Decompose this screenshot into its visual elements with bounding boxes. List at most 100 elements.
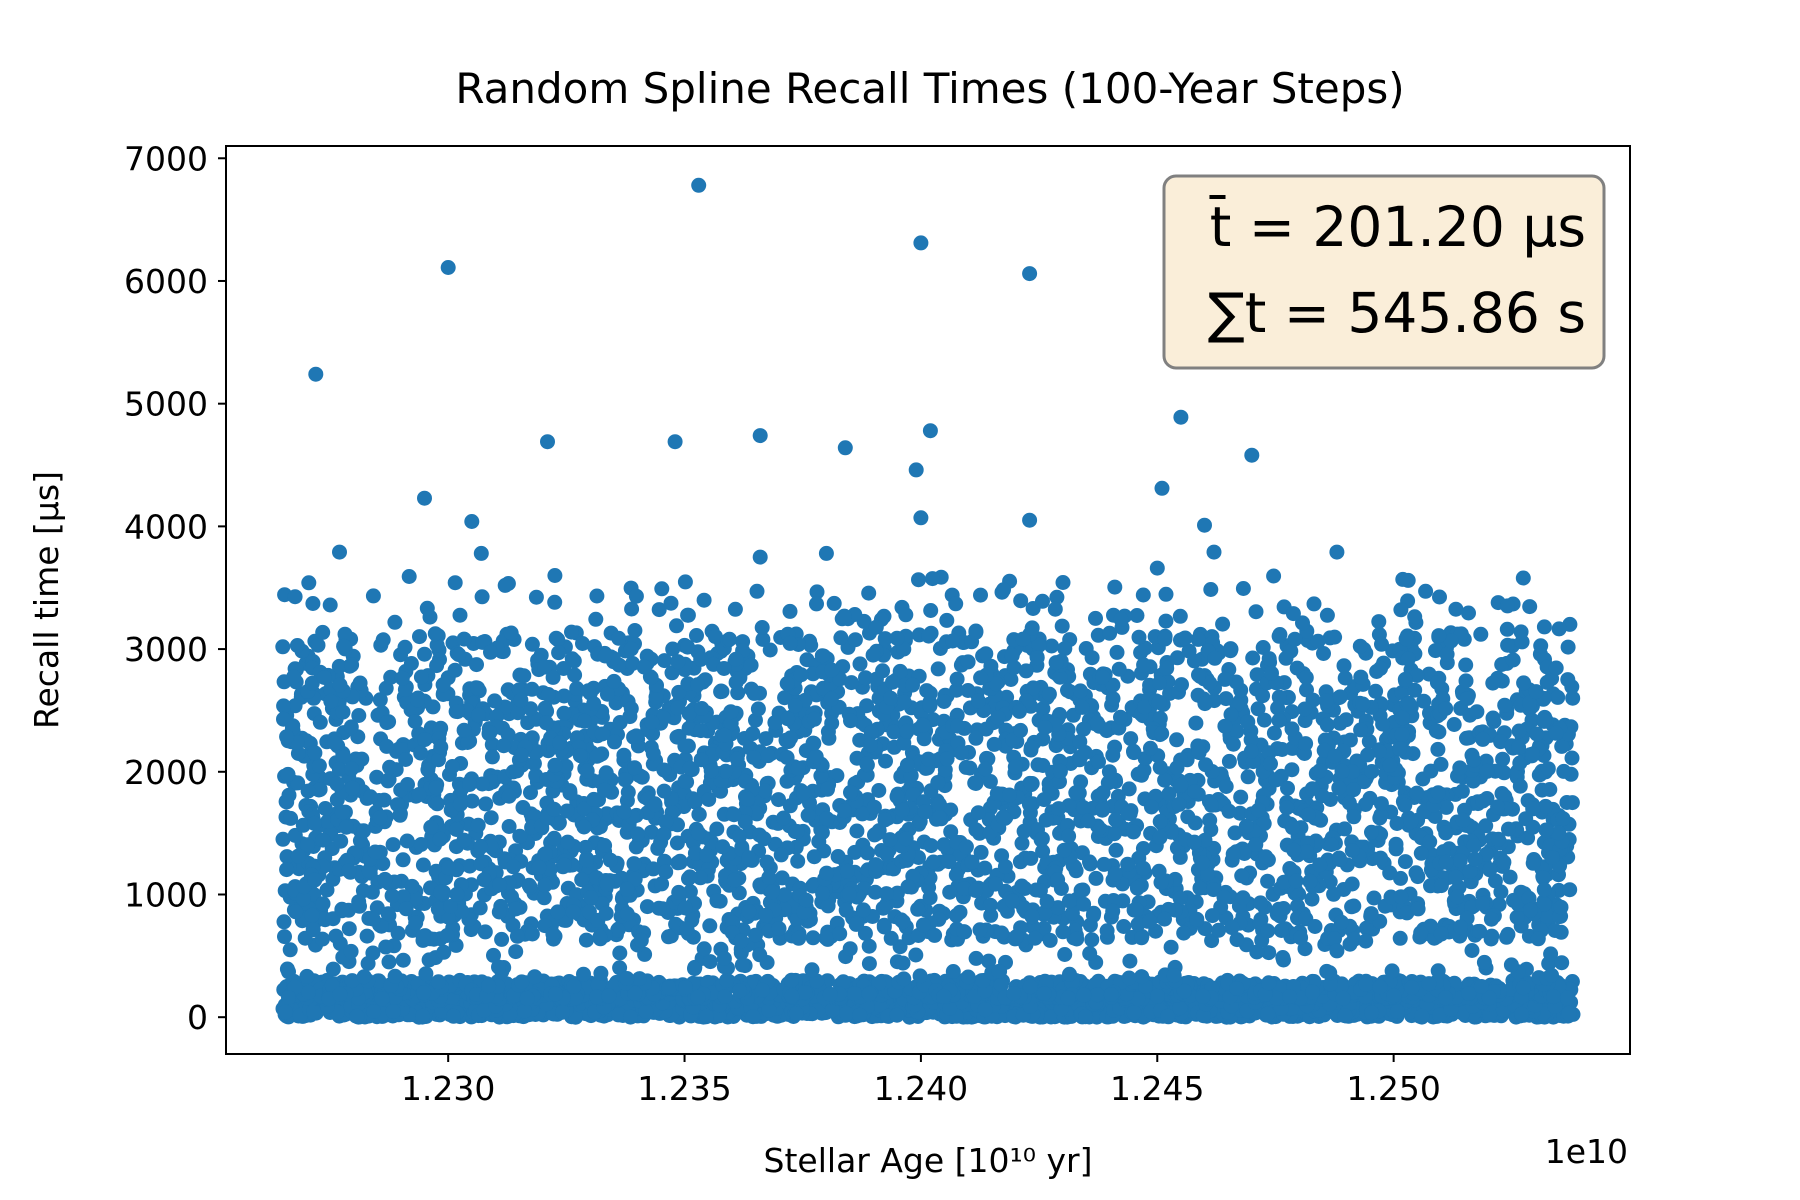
scatter-point bbox=[1542, 782, 1558, 797]
scatter-point bbox=[1036, 792, 1052, 808]
scatter-point bbox=[295, 817, 311, 833]
scatter-point bbox=[579, 853, 594, 868]
scatter-point bbox=[446, 1008, 461, 1024]
scatter-point bbox=[1433, 926, 1449, 942]
scatter-point bbox=[578, 839, 593, 855]
scatter-point bbox=[1413, 925, 1429, 941]
scatter-point bbox=[1530, 931, 1546, 947]
scatter-point bbox=[365, 945, 381, 961]
scatter-point bbox=[931, 796, 947, 812]
scatter-point bbox=[994, 925, 1010, 941]
scatter-point bbox=[287, 827, 303, 843]
scatter-point bbox=[1129, 880, 1145, 896]
scatter-point bbox=[682, 869, 698, 885]
scatter-point bbox=[1064, 905, 1080, 921]
scatter-point bbox=[671, 884, 687, 900]
scatter-point bbox=[702, 918, 718, 934]
scatter-point bbox=[508, 901, 524, 917]
scatter-point bbox=[968, 950, 984, 966]
scatter-point bbox=[1005, 893, 1020, 909]
scatter-point bbox=[1484, 928, 1500, 944]
scatter-point bbox=[367, 844, 383, 860]
scatter-point bbox=[788, 1006, 804, 1021]
scatter-point bbox=[1260, 923, 1276, 939]
scatter-point bbox=[1344, 843, 1360, 858]
scatter-point bbox=[1553, 899, 1569, 915]
scatter-point bbox=[568, 990, 584, 1006]
scatter-point bbox=[1361, 733, 1377, 749]
scatter-point bbox=[1221, 803, 1237, 819]
scatter-point bbox=[1509, 909, 1525, 925]
scatter-point bbox=[1050, 872, 1066, 888]
scatter-point bbox=[1014, 835, 1030, 851]
scatter-point bbox=[423, 819, 439, 835]
scatter-point bbox=[1195, 988, 1211, 1004]
scatter-point bbox=[372, 692, 388, 708]
scatter-point bbox=[378, 939, 394, 955]
scatter-point bbox=[958, 839, 974, 855]
scatter-point bbox=[1229, 981, 1245, 996]
scatter-point bbox=[279, 862, 295, 878]
scatter-point bbox=[876, 919, 892, 935]
scatter-point bbox=[889, 789, 905, 805]
scatter-point bbox=[1161, 786, 1177, 802]
scatter-point bbox=[1130, 916, 1146, 932]
scatter-point bbox=[1042, 932, 1058, 948]
scatter-point bbox=[847, 844, 863, 860]
scatter-point bbox=[784, 972, 799, 988]
scatter-point bbox=[1172, 849, 1188, 865]
scatter-point bbox=[515, 800, 531, 815]
scatter-point bbox=[415, 1008, 431, 1024]
scatter-point bbox=[764, 884, 780, 900]
scatter-point bbox=[988, 876, 1003, 892]
scatter-point bbox=[380, 906, 396, 922]
scatter-point bbox=[504, 889, 519, 905]
scatter-point bbox=[1475, 793, 1491, 809]
scatter-point bbox=[597, 838, 613, 853]
scatter-point bbox=[797, 985, 813, 1000]
scatter-point bbox=[415, 928, 431, 944]
scatter-point bbox=[819, 865, 835, 881]
scatter-point bbox=[1410, 869, 1426, 885]
scatter-point bbox=[1056, 842, 1072, 858]
scatter-point bbox=[542, 861, 558, 877]
scatter-point bbox=[1218, 779, 1234, 794]
scatter-point bbox=[336, 749, 352, 765]
scatter-point bbox=[968, 776, 984, 791]
scatter-point bbox=[1240, 769, 1256, 785]
scatter-point bbox=[1088, 870, 1104, 886]
scatter-point bbox=[277, 929, 292, 945]
scatter-point bbox=[661, 929, 676, 945]
scatter-point bbox=[560, 834, 576, 850]
scatter-point bbox=[304, 907, 320, 923]
scatter-point bbox=[910, 901, 926, 917]
scatter-point bbox=[1195, 1008, 1211, 1024]
scatter-point bbox=[1211, 922, 1227, 938]
scatter-point bbox=[1160, 1008, 1176, 1024]
scatter-point bbox=[1076, 896, 1092, 912]
scatter-point bbox=[470, 817, 486, 833]
scatter-point bbox=[1027, 930, 1043, 946]
scatter-point bbox=[334, 804, 350, 820]
scatter-point bbox=[356, 969, 372, 985]
scatter-point bbox=[857, 925, 873, 941]
scatter-point bbox=[1393, 889, 1409, 905]
scatter-point bbox=[1403, 814, 1419, 830]
scatter-point bbox=[276, 914, 292, 930]
scatter-point bbox=[1433, 878, 1449, 894]
scatter-point bbox=[287, 698, 303, 714]
scatter-point bbox=[661, 980, 677, 996]
scatter-point bbox=[945, 964, 961, 979]
scatter-point bbox=[1276, 952, 1291, 968]
scatter-point bbox=[628, 839, 644, 855]
scatter-point bbox=[677, 900, 693, 916]
scatter-point bbox=[760, 748, 776, 764]
scatter-point bbox=[619, 906, 635, 922]
scatter-point bbox=[556, 857, 572, 873]
scatter-point bbox=[395, 889, 411, 905]
scatter-point bbox=[1082, 854, 1097, 870]
scatter-point bbox=[931, 810, 947, 826]
scatter-point bbox=[923, 838, 939, 854]
scatter-point bbox=[871, 783, 887, 798]
